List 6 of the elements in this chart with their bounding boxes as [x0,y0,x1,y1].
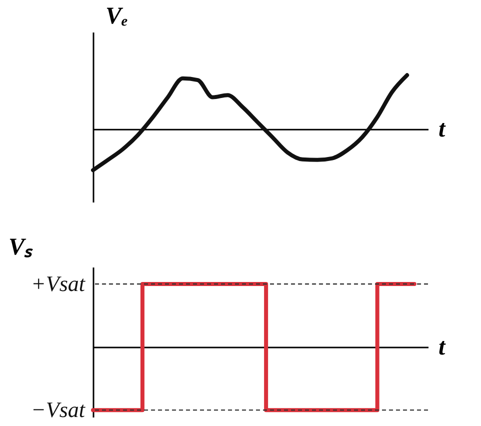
x-axis-title: t [438,334,446,361]
y-axis-title: Vₛ [8,234,34,260]
y-axis-title: Vₑ [106,4,128,30]
x-axis-title: t [438,116,446,143]
ref-line-label: −Vsat [31,397,86,422]
ref-line-label: +Vsat [31,271,86,296]
